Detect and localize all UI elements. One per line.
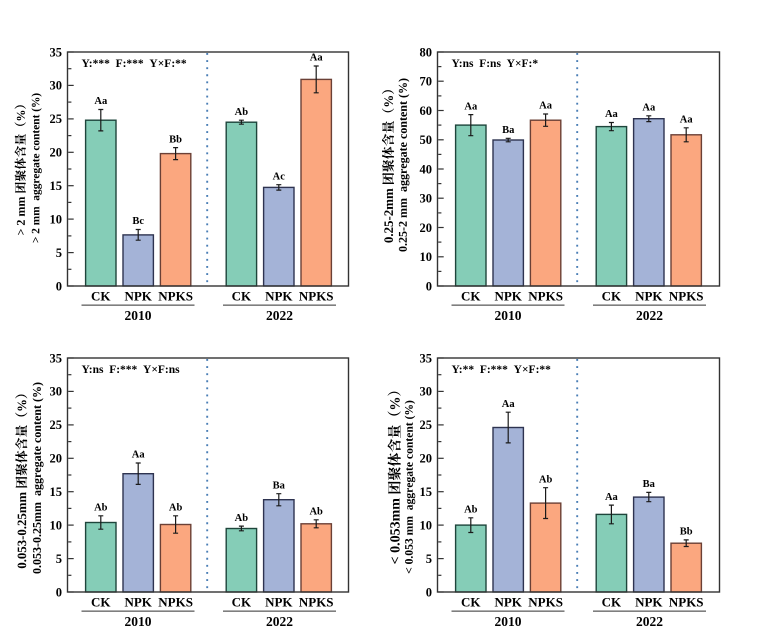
svg-text:25: 25 <box>420 418 433 432</box>
svg-text:15: 15 <box>420 485 433 499</box>
svg-text:NPKS: NPKS <box>528 595 563 610</box>
svg-text:NPK: NPK <box>494 595 522 610</box>
svg-text:NPKS: NPKS <box>299 289 334 304</box>
svg-text:NPKS: NPKS <box>669 289 704 304</box>
svg-text:Ab: Ab <box>235 107 249 118</box>
svg-text:NPKS: NPKS <box>528 289 563 304</box>
svg-text:20: 20 <box>50 452 63 466</box>
svg-text:15: 15 <box>50 179 63 193</box>
svg-text:2022: 2022 <box>636 308 663 323</box>
svg-text:2022: 2022 <box>266 308 293 323</box>
svg-text:CK: CK <box>232 289 252 304</box>
svg-text:0: 0 <box>56 585 62 599</box>
svg-text:Aa: Aa <box>94 96 108 107</box>
svg-text:5: 5 <box>56 246 62 260</box>
svg-text:35: 35 <box>420 351 433 365</box>
svg-text:2010: 2010 <box>495 308 522 323</box>
svg-text:NPKS: NPKS <box>669 595 704 610</box>
svg-text:Y:ns F:ns Y×F:*: Y:ns F:ns Y×F:* <box>452 58 539 70</box>
svg-text:CK: CK <box>461 289 481 304</box>
svg-text:2010: 2010 <box>125 308 152 323</box>
svg-text:2010: 2010 <box>495 614 522 629</box>
svg-text:Aa: Aa <box>605 492 619 503</box>
svg-text:50: 50 <box>420 133 433 147</box>
svg-text:NPK: NPK <box>265 289 293 304</box>
svg-text:Ab: Ab <box>464 505 478 516</box>
svg-text:5: 5 <box>426 552 432 566</box>
svg-text:40: 40 <box>420 162 433 176</box>
svg-text:Ba: Ba <box>643 479 656 490</box>
svg-text:CK: CK <box>232 595 252 610</box>
svg-text:NPK: NPK <box>494 289 522 304</box>
svg-text:Aa: Aa <box>680 115 694 126</box>
svg-text:35: 35 <box>50 351 63 365</box>
svg-text:Aa: Aa <box>642 103 656 114</box>
svg-text:CK: CK <box>91 595 111 610</box>
svg-text:30: 30 <box>50 79 63 93</box>
svg-text:Aa: Aa <box>605 109 619 120</box>
svg-text:NPK: NPK <box>635 289 663 304</box>
svg-text:0: 0 <box>426 585 432 599</box>
svg-text:30: 30 <box>420 192 433 206</box>
svg-text:25: 25 <box>50 418 63 432</box>
svg-text:NPK: NPK <box>124 595 152 610</box>
svg-text:CK: CK <box>91 289 111 304</box>
svg-text:Ba: Ba <box>273 480 286 491</box>
svg-text:30: 30 <box>50 385 63 399</box>
svg-text:NPKS: NPKS <box>158 595 193 610</box>
svg-text:Bb: Bb <box>680 527 693 538</box>
svg-text:Ba: Ba <box>502 125 515 136</box>
svg-text:0: 0 <box>426 279 432 293</box>
svg-text:20: 20 <box>420 221 433 235</box>
svg-text:20: 20 <box>50 146 63 160</box>
svg-text:2022: 2022 <box>266 614 293 629</box>
svg-text:15: 15 <box>50 485 63 499</box>
svg-text:Ac: Ac <box>273 171 286 182</box>
svg-text:5: 5 <box>56 552 62 566</box>
svg-text:Y:*** F:*** Y×F:**: Y:*** F:*** Y×F:** <box>82 58 187 70</box>
svg-text:10: 10 <box>420 518 433 532</box>
svg-text:10: 10 <box>50 212 63 226</box>
svg-text:CK: CK <box>602 289 622 304</box>
svg-text:NPK: NPK <box>635 595 663 610</box>
svg-text:Y:ns F:*** Y×F:ns: Y:ns F:*** Y×F:ns <box>82 364 181 376</box>
svg-text:60: 60 <box>420 104 433 118</box>
svg-text:20: 20 <box>420 452 433 466</box>
svg-text:10: 10 <box>420 250 433 264</box>
svg-text:Ab: Ab <box>235 513 249 524</box>
svg-text:70: 70 <box>420 75 433 89</box>
svg-text:NPK: NPK <box>265 595 293 610</box>
svg-text:2022: 2022 <box>636 614 663 629</box>
svg-text:NPK: NPK <box>124 289 152 304</box>
svg-text:0: 0 <box>56 279 62 293</box>
svg-text:80: 80 <box>420 45 433 59</box>
svg-text:Aa: Aa <box>132 450 146 461</box>
svg-text:Aa: Aa <box>539 101 553 112</box>
svg-text:Ab: Ab <box>169 503 183 514</box>
svg-text:Bc: Bc <box>132 216 144 227</box>
svg-text:CK: CK <box>602 595 622 610</box>
svg-text:Aa: Aa <box>310 53 324 64</box>
svg-text:Aa: Aa <box>464 101 478 112</box>
svg-text:Bb: Bb <box>169 134 182 145</box>
svg-text:NPKS: NPKS <box>299 595 334 610</box>
svg-text:10: 10 <box>50 518 63 532</box>
svg-text:Ab: Ab <box>309 507 323 518</box>
svg-text:30: 30 <box>420 385 433 399</box>
svg-text:35: 35 <box>50 45 63 59</box>
svg-text:Aa: Aa <box>502 399 516 410</box>
svg-text:Ab: Ab <box>539 474 553 485</box>
svg-text:25: 25 <box>50 112 63 126</box>
svg-text:CK: CK <box>461 595 481 610</box>
svg-text:Ab: Ab <box>94 503 108 514</box>
svg-text:2010: 2010 <box>125 614 152 629</box>
svg-text:Y:** F:*** Y×F:**: Y:** F:*** Y×F:** <box>452 364 552 376</box>
svg-text:NPKS: NPKS <box>158 289 193 304</box>
